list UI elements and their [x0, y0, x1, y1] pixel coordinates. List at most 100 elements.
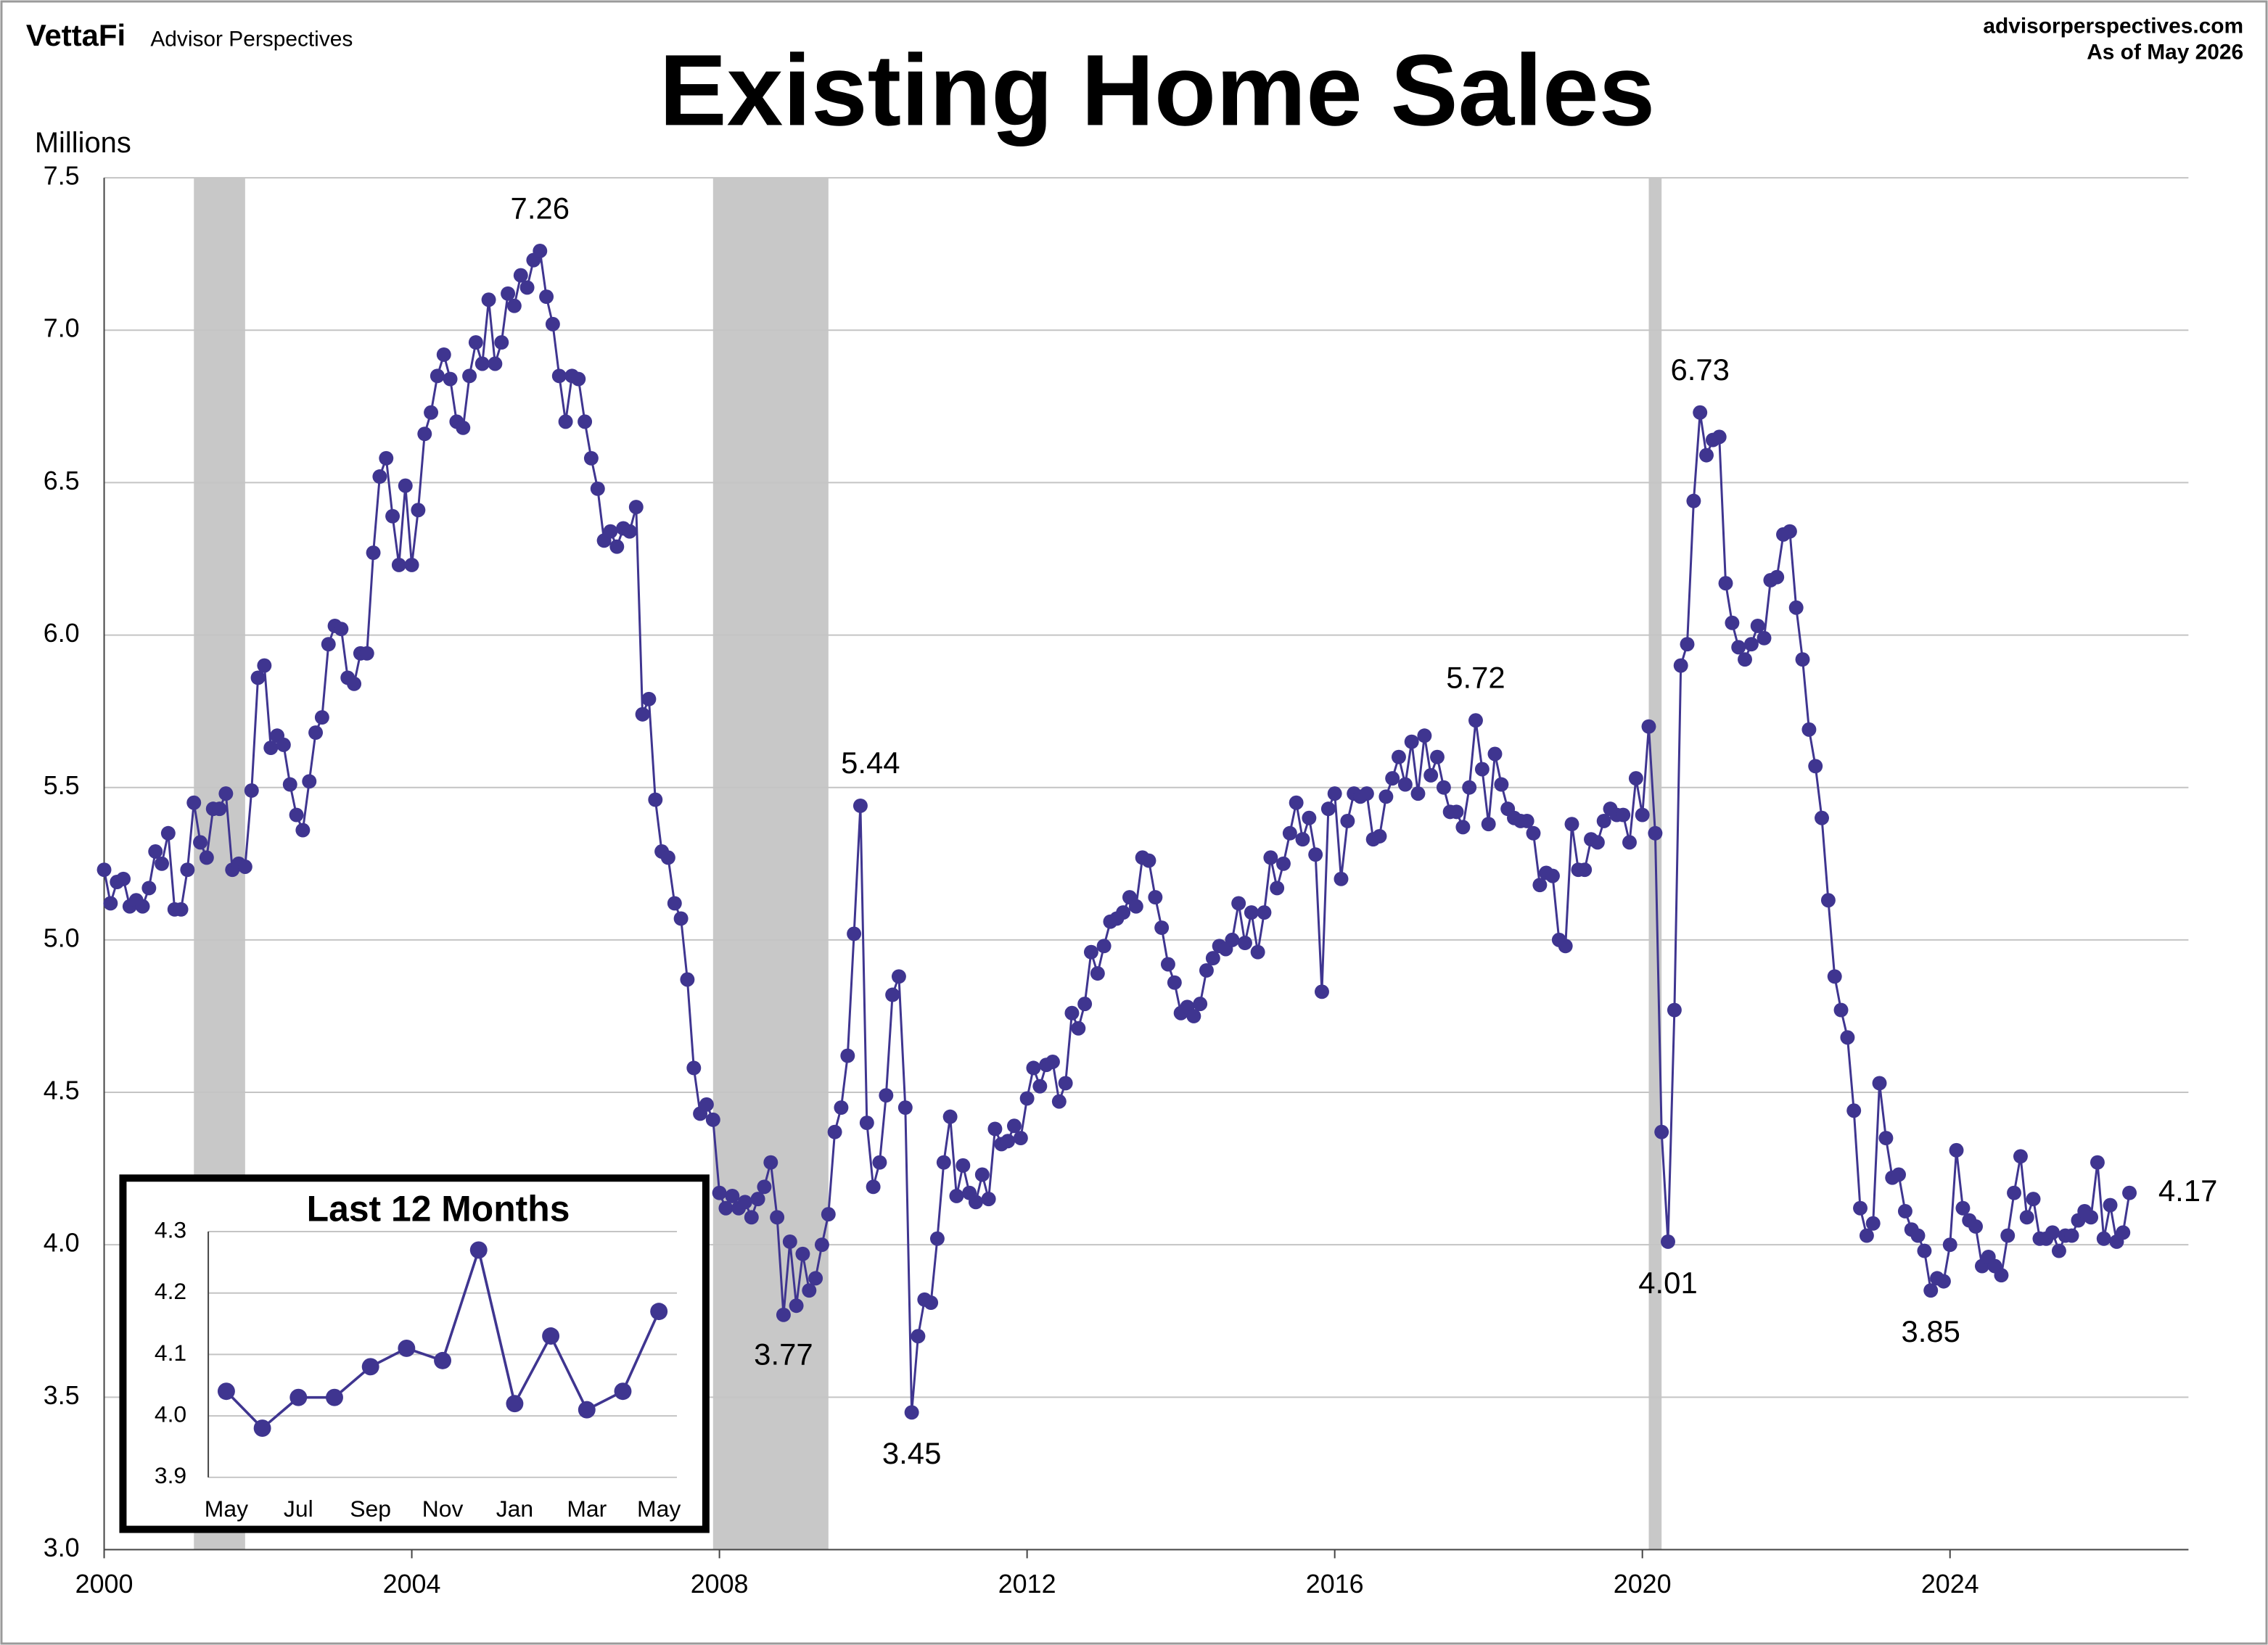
- data-point: [1628, 771, 1643, 786]
- data-point: [1725, 615, 1740, 630]
- data-point: [1923, 1283, 1939, 1298]
- data-point: [2103, 1197, 2118, 1213]
- x-tick-label: 2012: [998, 1570, 1056, 1599]
- data-point: [1788, 600, 1804, 615]
- data-point: [1808, 759, 1823, 774]
- data-point: [244, 783, 259, 798]
- annotation: 3.85: [1901, 1314, 1960, 1348]
- data-point: [2045, 1225, 2060, 1240]
- data-point: [468, 335, 483, 350]
- data-point: [1327, 786, 1342, 801]
- data-point: [417, 426, 432, 442]
- data-point: [1955, 1200, 1971, 1216]
- data-point: [2013, 1149, 2028, 1164]
- data-point: [1827, 969, 1842, 984]
- data-point: [359, 646, 374, 661]
- data-point: [1462, 780, 1477, 795]
- data-point: [193, 835, 208, 850]
- data-point: [776, 1307, 791, 1322]
- x-tick-label: 2008: [691, 1570, 749, 1599]
- data-point: [1897, 1203, 1912, 1219]
- data-point: [1872, 1076, 1887, 1091]
- y-tick-label: 4.2: [155, 1278, 186, 1304]
- data-point: [326, 1388, 343, 1406]
- data-point: [1270, 881, 1285, 896]
- data-point: [1263, 850, 1278, 865]
- data-point: [506, 1395, 524, 1413]
- x-tick-label: 2016: [1306, 1570, 1364, 1599]
- y-tick-label: 3.5: [44, 1381, 80, 1410]
- data-point: [1936, 1274, 1951, 1289]
- data-point: [1314, 984, 1329, 999]
- data-point: [750, 1192, 765, 1207]
- annotation: 5.72: [1446, 661, 1505, 695]
- x-tick-label: May: [637, 1496, 681, 1522]
- y-tick-label: 4.0: [155, 1401, 186, 1427]
- data-point: [1654, 1124, 1669, 1139]
- data-point: [763, 1155, 778, 1170]
- data-point: [1077, 997, 1093, 1012]
- data-point: [180, 862, 195, 878]
- data-point: [302, 774, 317, 789]
- data-point: [705, 1112, 720, 1127]
- data-point: [1423, 767, 1439, 783]
- y-tick-label: 3.0: [44, 1533, 80, 1562]
- data-point: [1942, 1237, 1957, 1253]
- data-point: [1320, 801, 1336, 817]
- data-point: [808, 1271, 823, 1286]
- data-point: [1058, 1076, 1073, 1091]
- data-point: [936, 1155, 951, 1170]
- data-point: [276, 737, 291, 752]
- data-point: [1731, 640, 1746, 655]
- data-point: [2096, 1231, 2111, 1246]
- data-point: [879, 1088, 894, 1103]
- data-point: [1590, 835, 1605, 850]
- x-tick-label: 2024: [1921, 1570, 1979, 1599]
- data-point: [795, 1246, 810, 1261]
- data-point: [1160, 957, 1175, 972]
- data-point: [1770, 569, 1785, 585]
- data-point: [628, 500, 644, 515]
- data-point: [308, 725, 324, 741]
- data-point: [411, 503, 426, 518]
- data-point: [1815, 810, 1829, 825]
- data-point: [1385, 771, 1400, 786]
- annotation: 6.73: [1670, 352, 1729, 387]
- data-point: [1154, 920, 1170, 936]
- y-tick-label: 4.1: [155, 1340, 186, 1366]
- data-point: [789, 1298, 804, 1314]
- x-tick-label: Nov: [422, 1496, 464, 1522]
- data-point: [1116, 905, 1131, 920]
- data-point: [253, 1419, 271, 1438]
- data-point: [558, 414, 573, 429]
- data-point: [263, 741, 279, 756]
- data-point: [257, 658, 272, 673]
- data-point: [160, 825, 176, 841]
- data-point: [186, 795, 202, 810]
- recession-band: [712, 178, 829, 1550]
- annotation: 7.26: [511, 191, 570, 225]
- data-point: [469, 1241, 488, 1259]
- data-point: [1712, 429, 1727, 445]
- data-point: [737, 1195, 752, 1210]
- y-tick-label: 3.9: [155, 1462, 186, 1488]
- data-point: [1392, 749, 1406, 764]
- data-point: [614, 1382, 632, 1401]
- y-axis-label: Millions: [35, 127, 131, 159]
- data-point: [1404, 734, 1419, 749]
- data-point: [1750, 619, 1765, 633]
- data-point: [1410, 786, 1426, 801]
- data-point: [891, 969, 906, 984]
- annotation: 5.44: [841, 746, 900, 780]
- data-point: [434, 1351, 452, 1369]
- data-point: [443, 371, 458, 387]
- data-point: [462, 368, 477, 384]
- inset-title: Last 12 Months: [307, 1188, 570, 1229]
- data-point: [718, 1200, 734, 1216]
- data-point: [782, 1234, 797, 1249]
- data-point: [103, 896, 118, 911]
- data-point: [1968, 1219, 1983, 1234]
- data-point: [1001, 1134, 1016, 1149]
- data-point: [250, 670, 266, 685]
